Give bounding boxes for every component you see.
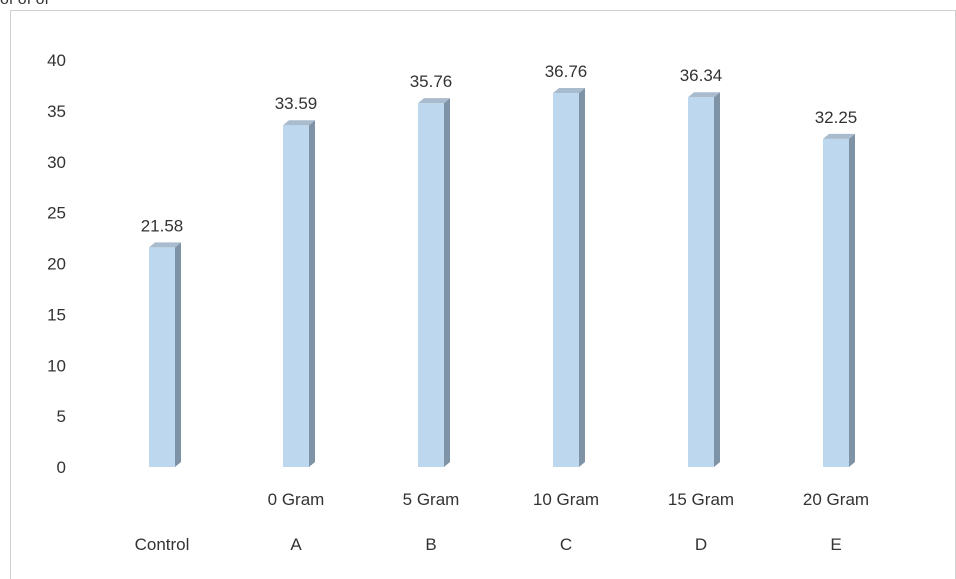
bar-side-face — [849, 133, 855, 467]
data-label: 32.25 — [815, 108, 858, 127]
y-tick-label: 5 — [57, 407, 66, 426]
bar-front-face — [418, 103, 444, 467]
y-axis: 0 5 10 15 20 25 30 35 40 — [47, 51, 66, 477]
y-tick-label: 20 — [47, 255, 66, 274]
y-tick-label: 10 — [47, 356, 66, 375]
bar-c — [553, 87, 585, 467]
bar-control — [149, 242, 181, 467]
y-tick-label: 40 — [47, 51, 66, 70]
data-label: 36.76 — [545, 62, 588, 81]
bar-front-face — [688, 97, 714, 467]
data-label: 36.34 — [680, 66, 723, 85]
bars — [149, 87, 855, 468]
bar-b — [418, 98, 450, 467]
y-tick-label: 25 — [47, 204, 66, 223]
bar-top-face — [688, 92, 720, 98]
x-sub-label: 5 Gram — [403, 490, 460, 509]
bar-d — [688, 92, 720, 467]
value-labels: 21.58 33.59 35.76 36.76 36.34 32.25 — [141, 62, 858, 235]
data-label: 35.76 — [410, 72, 453, 91]
bar-front-face — [823, 138, 849, 467]
x-tick-label: A — [290, 535, 302, 554]
bar-front-face — [283, 125, 309, 468]
clipped-caption-text: of of of — [0, 0, 49, 9]
bar-front-face — [553, 92, 579, 467]
x-tick-label: Control — [135, 535, 190, 554]
bar-top-face — [553, 87, 585, 93]
bar-side-face — [579, 87, 585, 467]
x-sub-label: 0 Gram — [268, 490, 325, 509]
x-tick-label: B — [425, 535, 436, 554]
y-tick-label: 30 — [47, 153, 66, 172]
data-label: 33.59 — [275, 94, 318, 113]
x-tick-label: C — [560, 535, 572, 554]
x-tick-label: E — [830, 535, 841, 554]
bar-a — [283, 120, 315, 468]
bar-side-face — [309, 120, 315, 468]
bar-top-face — [823, 133, 855, 139]
bar-side-face — [175, 242, 181, 467]
bar-side-face — [714, 92, 720, 467]
bar-top-face — [418, 98, 450, 104]
bar-front-face — [149, 247, 175, 467]
bar-top-face — [283, 120, 315, 126]
x-sub-label: 15 Gram — [668, 490, 734, 509]
x-axis: Control 0 Gram A 5 Gram B 10 Gram C 15 Gram D 20 … — [135, 490, 869, 554]
y-tick-label: 35 — [47, 102, 66, 121]
x-sub-label: 10 Gram — [533, 490, 599, 509]
y-tick-label: 15 — [47, 305, 66, 324]
data-label: 21.58 — [141, 216, 184, 235]
x-sub-label: 20 Gram — [803, 490, 869, 509]
bar-top-face — [149, 242, 181, 248]
x-tick-label: D — [695, 535, 707, 554]
bar-e — [823, 133, 855, 467]
bar-side-face — [444, 98, 450, 467]
y-tick-label: 0 — [57, 458, 66, 477]
